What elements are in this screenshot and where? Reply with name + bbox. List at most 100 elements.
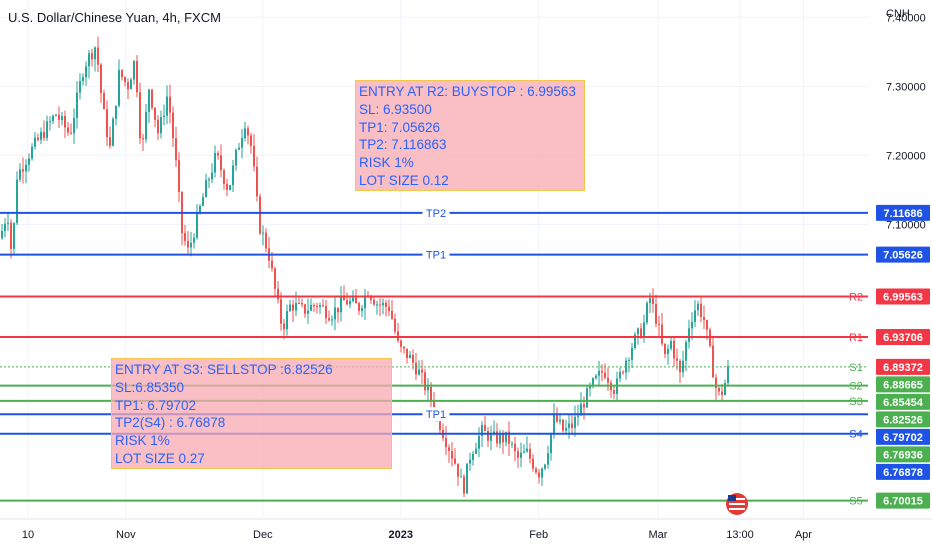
price-badge[interactable]: 6.76878 bbox=[876, 463, 930, 480]
candle bbox=[412, 349, 414, 370]
price-badge[interactable]: 6.85454 bbox=[876, 393, 930, 410]
candle bbox=[130, 77, 132, 90]
level-r2-2[interactable]: R2 bbox=[0, 292, 868, 304]
price-badge[interactable]: 7.05626 bbox=[876, 246, 930, 263]
level-tag: S4 bbox=[849, 429, 862, 441]
candle bbox=[715, 373, 717, 400]
candle bbox=[460, 468, 462, 478]
candle bbox=[283, 318, 285, 340]
candle bbox=[58, 106, 60, 128]
candle bbox=[403, 346, 405, 354]
candle bbox=[643, 314, 645, 344]
candle bbox=[61, 112, 63, 126]
candle bbox=[244, 121, 246, 142]
price-badge[interactable]: 6.79702 bbox=[876, 428, 930, 445]
candle bbox=[499, 429, 501, 449]
candle bbox=[454, 448, 456, 465]
s3-entry-note[interactable]: ENTRY AT S3: SELLSTOP :6.82526 SL:6.85350… bbox=[111, 358, 392, 469]
candle bbox=[343, 285, 345, 301]
r2-entry-note[interactable]: ENTRY AT R2: BUYSTOP : 6.99563 SL: 6.9350… bbox=[355, 80, 585, 191]
price-badge[interactable]: 6.82526 bbox=[876, 411, 930, 428]
level-r1-3[interactable]: R1 bbox=[0, 332, 868, 344]
candle bbox=[67, 122, 69, 136]
x-tick-label: Feb bbox=[529, 529, 548, 541]
candle bbox=[322, 299, 324, 308]
r2-note-line-6: LOT SIZE 0.12 bbox=[359, 172, 449, 188]
level-tag: TP1 bbox=[426, 250, 446, 262]
y-tick-label: 7.30000 bbox=[886, 81, 926, 93]
candle bbox=[82, 73, 84, 86]
price-badge-label: 6.93706 bbox=[883, 332, 923, 344]
candle bbox=[724, 379, 726, 396]
level-s5-11[interactable]: S5 bbox=[0, 496, 868, 508]
candle bbox=[421, 359, 423, 384]
candle bbox=[55, 113, 57, 117]
level-tp1-1[interactable]: TP1 bbox=[0, 247, 868, 262]
price-badge-label: 6.88665 bbox=[883, 379, 923, 391]
candle bbox=[457, 463, 459, 486]
candle bbox=[151, 88, 153, 110]
price-badge[interactable]: 6.93706 bbox=[876, 329, 930, 346]
candle bbox=[280, 292, 282, 331]
candle bbox=[265, 228, 267, 253]
x-tick-label: 2023 bbox=[389, 529, 413, 541]
candle bbox=[250, 132, 252, 154]
candle bbox=[697, 300, 699, 316]
x-tick-label: 10 bbox=[22, 529, 34, 541]
candle bbox=[379, 298, 381, 317]
candle bbox=[451, 442, 453, 467]
x-tick-label: Nov bbox=[116, 529, 136, 541]
s3-note-line-3: TP1: 6.79702 bbox=[115, 397, 197, 413]
candle bbox=[331, 315, 333, 326]
price-badge[interactable]: 6.88665 bbox=[876, 376, 930, 393]
price-badge[interactable]: 7.11686 bbox=[876, 204, 930, 221]
candle bbox=[427, 378, 429, 402]
candle bbox=[550, 432, 552, 461]
s3-note-line-1: ENTRY AT S3: SELLSTOP :6.82526 bbox=[115, 362, 333, 377]
candle bbox=[109, 126, 111, 149]
candle bbox=[484, 416, 486, 432]
time-axis[interactable]: 10 Nov Dec 2023 Feb Mar 13:00 Apr bbox=[0, 518, 932, 541]
price-badge[interactable]: 6.89372 bbox=[876, 358, 930, 375]
candle bbox=[178, 152, 180, 203]
s3-note-line-2: SL:6.85350 bbox=[115, 379, 185, 395]
candle bbox=[574, 405, 576, 437]
candle bbox=[721, 383, 723, 402]
candle bbox=[424, 368, 426, 396]
y-tick-label: 7.10000 bbox=[886, 219, 926, 231]
candle bbox=[634, 331, 636, 350]
candle bbox=[22, 157, 24, 184]
candle bbox=[589, 382, 591, 397]
candle bbox=[592, 377, 594, 389]
y-tick-label: 7.40000 bbox=[886, 12, 926, 24]
price-badge[interactable]: 6.99563 bbox=[876, 288, 930, 305]
candle bbox=[691, 312, 693, 340]
candle bbox=[31, 143, 33, 161]
r2-note-line-4: TP2: 7.116863 bbox=[359, 137, 447, 153]
candle bbox=[619, 367, 621, 383]
us-flag-icon[interactable] bbox=[726, 493, 748, 515]
candle bbox=[463, 474, 465, 498]
candle bbox=[235, 148, 237, 171]
price-badge[interactable]: 6.76936 bbox=[876, 446, 930, 463]
candle bbox=[700, 297, 702, 323]
candle bbox=[571, 415, 573, 435]
price-badge[interactable]: 6.70015 bbox=[876, 492, 930, 509]
candle bbox=[625, 357, 627, 380]
level-tp2-0[interactable]: TP2 bbox=[0, 205, 868, 220]
candle bbox=[202, 193, 204, 207]
candle bbox=[94, 46, 96, 72]
candle bbox=[181, 191, 183, 246]
candle bbox=[205, 173, 207, 198]
candle bbox=[313, 303, 315, 312]
currency-label: CNH bbox=[886, 8, 910, 20]
candle bbox=[565, 419, 567, 434]
x-tick-label: Apr bbox=[795, 529, 812, 541]
candle bbox=[517, 447, 519, 468]
candle bbox=[73, 108, 75, 144]
candle bbox=[310, 298, 312, 312]
candle bbox=[622, 370, 624, 375]
candle bbox=[64, 110, 66, 138]
candle bbox=[544, 463, 546, 471]
